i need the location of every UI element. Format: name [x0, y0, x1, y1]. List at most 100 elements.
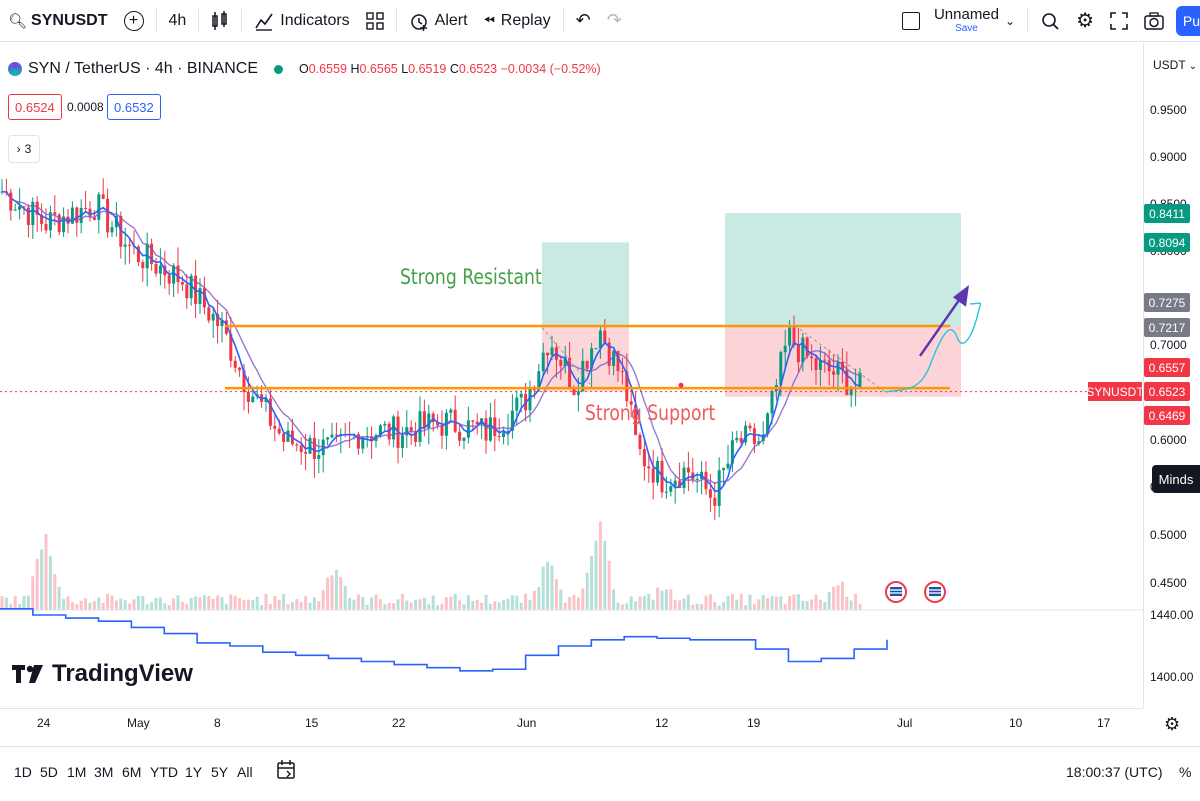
volume-bar: [308, 602, 312, 610]
price-chart[interactable]: [0, 43, 1143, 708]
candle-body: [642, 449, 646, 467]
candle-body: [801, 337, 805, 363]
templates-button[interactable]: [358, 0, 392, 42]
candle-body: [326, 437, 330, 440]
candle-body: [18, 206, 22, 210]
volume-bar: [717, 605, 721, 610]
ask-value: 0.6532: [114, 99, 154, 115]
redo-button[interactable]: ↷: [599, 0, 630, 42]
range-button[interactable]: 1M: [67, 764, 87, 780]
price-label: 0.8094: [1144, 233, 1190, 252]
candle-body: [651, 468, 655, 483]
candle-body: [370, 436, 374, 442]
candle-body: [409, 427, 413, 432]
range-button[interactable]: 5Y: [211, 764, 229, 780]
candle-body: [752, 428, 756, 444]
volume-bar: [620, 604, 624, 610]
snapshot-button[interactable]: [1136, 0, 1172, 42]
candle-body: [295, 444, 299, 446]
divider: [155, 8, 157, 33]
volume-bar: [814, 594, 818, 610]
volume-bar: [66, 596, 70, 610]
volume-bar: [57, 586, 61, 610]
volume-bar: [312, 597, 316, 610]
indicators-collapse-button[interactable]: › 3: [8, 135, 40, 163]
range-button[interactable]: 1D: [14, 764, 32, 780]
volume-bar: [22, 595, 26, 610]
chart-type-button[interactable]: [203, 0, 237, 42]
volume-bar: [145, 604, 149, 610]
candle-body: [823, 359, 827, 361]
resistance-annotation[interactable]: Strong Resistant: [400, 265, 542, 289]
fullscreen-button[interactable]: [1102, 0, 1136, 42]
layout-button[interactable]: Unnamed Save ⌄: [894, 0, 1023, 42]
undo-button[interactable]: ↶: [568, 0, 599, 42]
alert-button[interactable]: Alert: [401, 0, 476, 42]
volume-bar: [805, 601, 809, 610]
clock-display[interactable]: 18:00:37 (UTC): [1066, 764, 1163, 780]
volume-bar: [101, 602, 105, 610]
interval-button[interactable]: 4h: [161, 0, 195, 42]
change-value: −0.0034 (−0.52%): [500, 62, 601, 76]
support-annotation[interactable]: Strong Support: [585, 401, 716, 425]
time-tick: May: [127, 716, 150, 730]
volume-bar: [691, 604, 695, 610]
candle-body: [708, 489, 712, 498]
candle-body: [106, 198, 110, 233]
volume-bar: [299, 602, 303, 610]
volume-bar: [524, 593, 528, 610]
candle-body: [673, 480, 677, 487]
divider: [562, 8, 564, 33]
currency-button[interactable]: USDT ⌄: [1153, 58, 1197, 72]
volume-bar: [660, 590, 664, 610]
candle-body: [770, 391, 774, 414]
publish-button[interactable]: Pu: [1176, 5, 1200, 36]
projection-curve: [884, 302, 982, 393]
candle-body: [625, 371, 629, 402]
time-axis[interactable]: [0, 708, 1143, 741]
volume-bar: [185, 603, 189, 610]
candle-body: [101, 194, 105, 199]
range-button[interactable]: 6M: [122, 764, 142, 780]
volume-bar: [26, 595, 30, 610]
candle-body: [216, 313, 220, 327]
candle-body: [308, 437, 312, 454]
range-button[interactable]: All: [237, 764, 253, 780]
range-button[interactable]: YTD: [150, 764, 178, 780]
volume-bar: [695, 603, 699, 610]
candle-body: [814, 358, 818, 370]
candle-body: [392, 416, 396, 440]
sell-price-box[interactable]: 0.6524: [8, 94, 62, 120]
symbol-search[interactable]: 🔍︎ SYNUSDT: [0, 0, 116, 42]
volume-bar: [396, 599, 400, 610]
chevron-down-icon: ⌄: [1188, 61, 1198, 72]
range-button[interactable]: 1Y: [185, 764, 203, 780]
price-label: 0.6557: [1144, 358, 1190, 377]
price-axis[interactable]: [1143, 43, 1200, 708]
candle-body: [436, 422, 440, 426]
oscillator-line: [0, 608, 888, 672]
indicators-button[interactable]: Indicators: [246, 0, 357, 42]
axis-settings-button[interactable]: ⚙︎: [1164, 714, 1180, 735]
volume-bar: [502, 599, 506, 610]
volume-bar: [172, 598, 176, 610]
dashed-trendline: [541, 327, 591, 385]
range-button[interactable]: 3M: [94, 764, 114, 780]
quick-search-button[interactable]: [1032, 0, 1068, 42]
date-range-button[interactable]: [276, 759, 296, 786]
buy-price-box[interactable]: 0.6532: [107, 94, 161, 120]
volume-bar: [180, 601, 184, 610]
settings-button[interactable]: ⚙︎: [1068, 0, 1102, 42]
range-button[interactable]: 5D: [40, 764, 58, 780]
open-label: O: [299, 62, 309, 76]
volume-bar: [255, 596, 259, 610]
volume-bar: [405, 600, 409, 610]
percent-scale-button[interactable]: %: [1179, 764, 1192, 780]
volume-bar: [792, 594, 796, 610]
replay-button[interactable]: ⏪︎ Replay: [476, 0, 559, 42]
volume-bar: [348, 597, 352, 610]
minds-button[interactable]: Minds: [1152, 465, 1200, 493]
tradingview-watermark[interactable]: TradingView: [12, 660, 193, 688]
candle-body: [585, 360, 589, 369]
compare-button[interactable]: +: [116, 0, 152, 42]
